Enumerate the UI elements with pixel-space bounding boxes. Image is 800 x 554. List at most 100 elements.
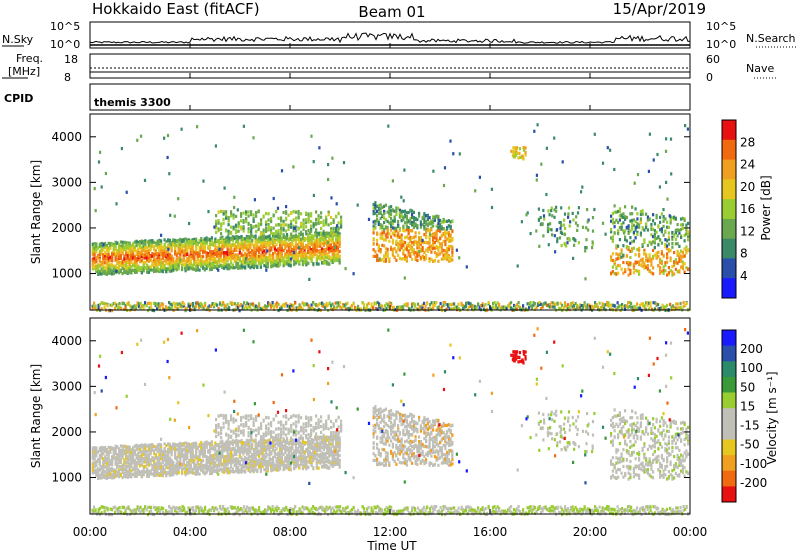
power-cell (273, 305, 276, 309)
power-cell (93, 248, 96, 252)
power-cell (432, 220, 435, 224)
power-cell (188, 258, 191, 263)
power-cell (510, 149, 513, 153)
power-cell (432, 241, 435, 245)
power-cell (381, 231, 384, 236)
power-cell (335, 202, 338, 206)
power-cell (317, 216, 320, 220)
power-cell (254, 237, 257, 241)
power-cell (294, 260, 297, 264)
power-cell (266, 240, 269, 244)
power-cell (262, 214, 265, 218)
power-cell (249, 255, 252, 260)
power-cell (687, 232, 690, 236)
power-cell (242, 229, 245, 233)
power-cell (126, 254, 129, 258)
power-cell (613, 231, 616, 235)
power-cell (373, 302, 376, 306)
power-cell (577, 206, 580, 210)
power-cell (611, 239, 614, 243)
power-cell (361, 301, 364, 305)
power-cell (425, 236, 428, 240)
power-cell (430, 250, 433, 254)
power-cell (207, 238, 210, 242)
power-cell (418, 243, 421, 247)
power-cell (683, 247, 686, 251)
power-cell (202, 241, 205, 245)
power-cell (296, 254, 299, 259)
power-cell (289, 249, 292, 253)
power-cell (333, 248, 336, 252)
power-cell (457, 306, 460, 310)
power-cell (156, 303, 159, 307)
power-cell (575, 215, 578, 219)
power-cell (202, 179, 205, 183)
power-cell (205, 239, 208, 244)
power-cell (402, 209, 405, 214)
power-cell (91, 267, 94, 271)
power-cell (520, 220, 523, 224)
power-cell (128, 241, 131, 245)
power-cell (240, 214, 243, 218)
power-cell (147, 241, 150, 245)
power-cell (586, 306, 589, 310)
power-cell (379, 226, 382, 230)
power-cell (395, 229, 398, 233)
power-cell (135, 249, 138, 253)
power-cell (386, 235, 389, 239)
power-cell (273, 259, 276, 263)
power-cell (95, 244, 98, 249)
power-cell (216, 254, 219, 258)
power-cell (673, 272, 676, 276)
power-cell (540, 307, 543, 311)
power-cell (659, 271, 662, 275)
power-cell (512, 152, 515, 156)
power-cell (196, 264, 199, 268)
power-cell (151, 260, 154, 264)
power-cell (240, 264, 243, 268)
power-cell (573, 243, 576, 247)
power-cell (139, 266, 142, 270)
power-cell (300, 225, 303, 229)
power-cell (486, 307, 489, 311)
power-cell (277, 240, 280, 244)
power-cell (449, 245, 452, 249)
power-cell (404, 215, 407, 219)
power-cell (446, 255, 449, 259)
power-cell (114, 245, 117, 249)
power-cell (154, 250, 157, 254)
power-cell (643, 228, 646, 232)
power-cell (372, 206, 375, 210)
power-cell (310, 259, 313, 263)
power-cell (310, 242, 313, 246)
power-cell (631, 305, 634, 309)
power-cell (444, 230, 447, 234)
power-cell (650, 233, 653, 237)
power-cell (653, 241, 656, 245)
power-cell (109, 246, 112, 250)
power-cell (142, 268, 145, 272)
power-cell (123, 241, 126, 245)
power-cell (163, 248, 166, 252)
power-cell (266, 235, 269, 239)
power-cell (118, 243, 121, 247)
power-cell (423, 258, 426, 262)
power-cell (121, 248, 124, 252)
power-cell (130, 251, 133, 255)
power-cell (666, 239, 669, 243)
power-cell (669, 221, 672, 225)
power-cell (591, 240, 594, 244)
power-cell (492, 301, 495, 306)
power-cell (676, 234, 679, 238)
power-cell (100, 301, 103, 305)
power-cell (170, 243, 173, 247)
power-cell (425, 220, 428, 224)
power-cell (320, 215, 323, 219)
power-cell (439, 252, 442, 256)
power-cell (419, 249, 422, 253)
power-cell (204, 303, 207, 307)
power-cell (439, 306, 442, 311)
power-cell (442, 239, 445, 243)
power-cell (228, 306, 231, 310)
power-cell (664, 305, 667, 309)
